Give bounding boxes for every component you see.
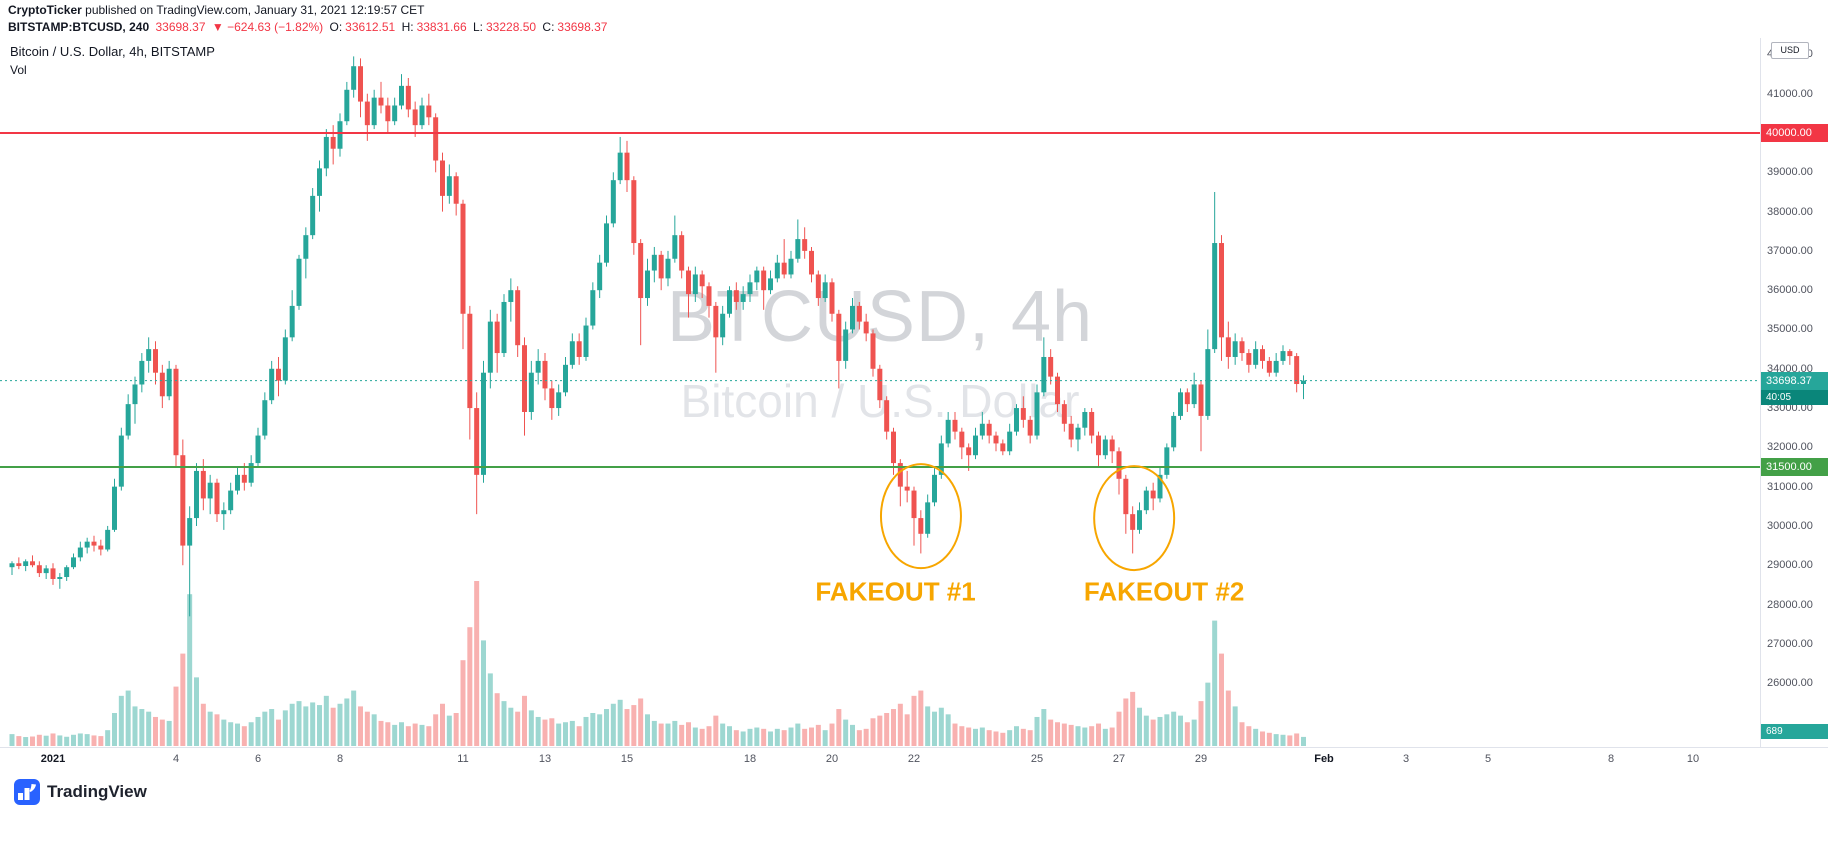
author-name: CryptoTicker bbox=[8, 3, 82, 17]
byline-text: published on TradingView.com, January 31… bbox=[81, 3, 425, 17]
high-label: H: bbox=[401, 20, 414, 34]
tradingview-logo-icon bbox=[14, 779, 40, 805]
open-label: O: bbox=[329, 20, 343, 34]
time-axis[interactable]: 2021 4 6 8 11 13 15 18 20 22 25 27 29 Feb 3 5 8 10 bbox=[0, 747, 1828, 772]
time-tick-label: 20 bbox=[825, 753, 839, 765]
high-value: 33831.66 bbox=[416, 20, 467, 34]
time-tick-label: 3 bbox=[1402, 753, 1410, 765]
time-tick-label: 27 bbox=[1112, 753, 1126, 765]
price-tick-label: 33000.00 bbox=[1767, 402, 1813, 415]
price-tick-label: 41000.00 bbox=[1767, 87, 1813, 100]
time-tick-label: Feb bbox=[1314, 753, 1334, 765]
price-tick-label: 36000.00 bbox=[1767, 284, 1813, 297]
price-tick-label: 38000.00 bbox=[1767, 205, 1813, 218]
time-tick-label: 11 bbox=[457, 753, 469, 765]
currency-toggle-button[interactable]: USD bbox=[1771, 42, 1809, 59]
candlestick-chart[interactable]: FAKEOUT #1 FAKEOUT #2 bbox=[0, 38, 1760, 747]
time-tick-label: 25 bbox=[1030, 753, 1044, 765]
time-tick-label: 18 bbox=[743, 753, 757, 765]
price-tick-label: 31000.00 bbox=[1767, 480, 1813, 493]
price-tick-label: 26000.00 bbox=[1767, 677, 1813, 690]
fakeout-circle-1 bbox=[879, 463, 962, 570]
time-tick-label: 10 bbox=[1686, 753, 1700, 765]
bar-countdown-tag: 40:05 bbox=[1761, 389, 1828, 405]
price-tick-label: 39000.00 bbox=[1767, 166, 1813, 179]
price-tick-label: 37000.00 bbox=[1767, 244, 1813, 257]
time-tick-label: 13 bbox=[538, 753, 552, 765]
volume-value-tag: 689 bbox=[1761, 724, 1828, 739]
fakeout-annotations[interactable]: FAKEOUT #1 FAKEOUT #2 bbox=[815, 463, 1244, 607]
candlesticks bbox=[9, 56, 1306, 617]
chart-plot-area[interactable]: BTCUSD, 4h Bitcoin / U.S. Dollar FAKEOUT… bbox=[0, 38, 1760, 747]
volume-bars bbox=[9, 581, 1306, 746]
close-label: C: bbox=[542, 20, 555, 34]
price-axis[interactable]: USD 42000.0041000.0040000.0039000.003800… bbox=[1760, 38, 1828, 747]
price-tick-label: 30000.00 bbox=[1767, 519, 1813, 532]
price-tick-label: 28000.00 bbox=[1767, 598, 1813, 611]
time-tick-label: 2021 bbox=[40, 753, 66, 765]
price-tick-label: 27000.00 bbox=[1767, 637, 1813, 650]
low-label: L: bbox=[472, 20, 483, 34]
open-value: 33612.51 bbox=[345, 20, 396, 34]
resistance-price-tag: 40000.00 bbox=[1761, 124, 1828, 142]
time-tick-label: 4 bbox=[172, 753, 180, 765]
low-value: 33228.50 bbox=[486, 20, 537, 34]
footer: TradingView bbox=[0, 771, 1828, 841]
price-tick-label: 35000.00 bbox=[1767, 323, 1813, 336]
symbol-ohlc-bar: BITSTAMP:BTCUSD, 240 33698.37 ▼ −624.63 … bbox=[8, 20, 610, 34]
tradingview-brand-text: TradingView bbox=[47, 782, 147, 801]
publish-byline: CryptoTicker published on TradingView.co… bbox=[8, 3, 424, 17]
symbol-name: BITSTAMP:BTCUSD, 240 bbox=[8, 20, 150, 34]
current-price-tag: 33698.37 bbox=[1761, 371, 1828, 390]
last-price: 33698.37 bbox=[155, 20, 206, 34]
fakeout-circle-2 bbox=[1093, 465, 1176, 572]
time-tick-label: 29 bbox=[1194, 753, 1208, 765]
time-tick-label: 5 bbox=[1484, 753, 1492, 765]
price-change: ▼ −624.63 (−1.82%) bbox=[211, 20, 324, 34]
time-tick-label: 8 bbox=[336, 753, 344, 765]
fakeout-label-2: FAKEOUT #2 bbox=[1084, 577, 1244, 607]
time-tick-label: 8 bbox=[1607, 753, 1615, 765]
time-tick-label: 6 bbox=[254, 753, 262, 765]
support-price-tag: 31500.00 bbox=[1761, 457, 1828, 476]
fakeout-label-1: FAKEOUT #1 bbox=[815, 577, 975, 607]
time-tick-label: 15 bbox=[620, 753, 634, 765]
tradingview-brand[interactable]: TradingView bbox=[14, 779, 147, 805]
level-lines[interactable] bbox=[0, 132, 1760, 468]
close-value: 33698.37 bbox=[557, 20, 608, 34]
time-tick-label: 22 bbox=[907, 753, 921, 765]
price-tick-label: 29000.00 bbox=[1767, 559, 1813, 572]
price-tick-label: 32000.00 bbox=[1767, 441, 1813, 454]
